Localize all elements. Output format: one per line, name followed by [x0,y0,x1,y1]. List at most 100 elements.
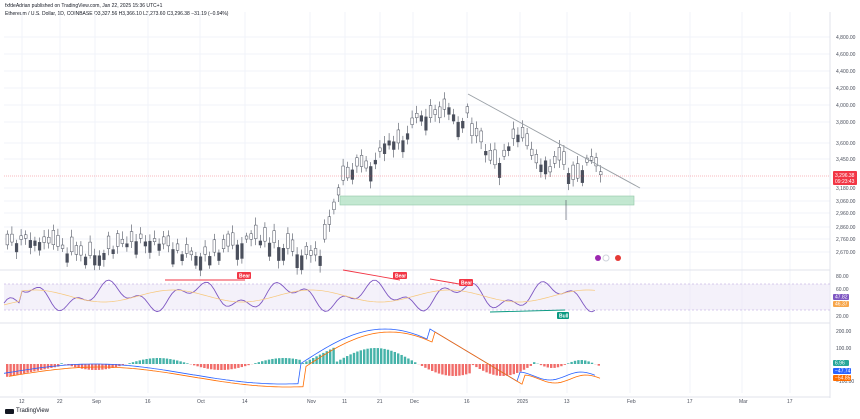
candle-body [157,243,161,251]
macd-histogram-bar [138,360,141,364]
candle-body [221,239,226,249]
candle-body [355,157,359,167]
macd-histogram-bar [342,357,345,364]
price-tick-label: 3,800.00 [836,120,856,126]
candle-body [336,187,341,196]
time-tick-label: 17 [687,399,693,405]
candle-body [97,255,101,266]
macd-histogram-bar [182,362,186,364]
candle-body [148,240,152,253]
macd-histogram-bar [53,364,56,368]
macd-histogram-bar [556,364,560,368]
macd-histogram-bar [264,360,267,364]
macd-histogram-bar [454,364,458,376]
time-tick-label: 21 [377,399,383,405]
candles [5,92,603,277]
macd-histogram-bar [390,350,393,364]
candle-body [520,127,525,139]
price-tick-label: 2,860.00 [836,225,856,231]
bear-label [459,279,473,286]
macd-histogram-bar [597,364,600,366]
macd-histogram-bar [584,360,587,364]
macd-histogram-bar [114,364,118,368]
macd-histogram-bar [400,354,403,364]
macd-histogram-bar [329,349,332,364]
macd-histogram-bar [50,364,53,368]
candle-body [530,148,534,156]
macd-histogram-bar [131,362,135,364]
macd-histogram-bar [29,364,33,373]
price-tick-label: 2,960.00 [836,211,856,217]
candle-body [327,216,331,225]
macd-histogram-bar [230,364,233,370]
candle-body [120,239,124,244]
rsi-ma-line [3,289,596,306]
last-price-value: 3,296.38 [835,173,855,179]
macd-histogram-bar [152,358,155,364]
candle-body [111,249,115,254]
candle-body [5,233,9,246]
candle-body [244,235,249,240]
candle-body [166,235,170,247]
macd-histogram-bar [223,364,226,370]
macd-histogram-bar [539,364,543,366]
macd-histogram-bar [475,364,478,368]
candle-body [433,109,437,115]
macd-histogram-bar [478,364,481,370]
candle-body [382,143,387,154]
candle-body [313,248,318,256]
macd-histogram-bar [206,364,209,369]
candle-body [102,253,106,260]
macd-value: −47.74 [835,369,851,375]
candle-body [217,252,221,261]
candle-body [134,241,138,255]
bull-label [557,312,569,319]
macd-histogram-bar [216,364,220,370]
macd-histogram-bar [165,358,169,364]
candle-body [323,224,327,240]
macd-hist-tag [833,360,849,366]
macd-pane [3,328,601,388]
macd-histogram-bar [553,364,556,368]
candle-body [359,155,364,167]
tradingview-logo: TradingView [5,408,49,414]
macd-histogram-bar [468,364,471,374]
macd-histogram-bar [155,358,158,364]
macd-histogram-bar [349,354,352,364]
macd-histogram-bar [590,362,594,364]
macd-histogram-bar [366,348,369,364]
time-tick-label: 12 [19,399,25,405]
macd-histogram-bar [376,348,379,364]
macd-histogram-bar [278,358,281,364]
macd-histogram-bar [488,364,492,374]
macd-histogram-bar [70,364,73,367]
macd-histogram-bar [237,364,240,368]
macd-tick-label: 100.00 [836,346,852,352]
candle-body [65,253,69,263]
macd-histogram-bar [339,359,342,364]
time-tick-label: Sep [92,399,101,405]
candle-body [484,151,488,156]
candle-body [143,241,147,247]
candle-body [175,243,180,251]
macd-histogram-bar [213,364,216,370]
candle-body [129,231,134,242]
macd-histogram-bar [516,364,519,373]
macd-line [3,328,596,385]
candle-body [562,151,566,165]
macd-histogram-bar [482,364,485,371]
macd-histogram-bar [580,360,583,364]
macd-histogram-bar [427,364,430,370]
candle-body [286,233,290,249]
candle-body [263,227,267,242]
candle-body [332,201,336,210]
macd-histogram-bar [57,364,60,367]
time-tick-label: 17 [787,399,793,405]
candle-body [456,121,460,138]
candle-body [281,248,285,261]
rsi-ma-tag [833,301,849,307]
macd-histogram-bar [308,359,311,364]
candle-body [516,134,520,143]
candle-body [396,129,400,144]
